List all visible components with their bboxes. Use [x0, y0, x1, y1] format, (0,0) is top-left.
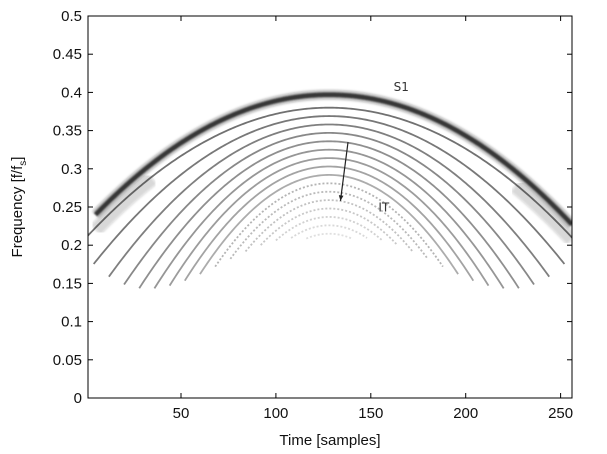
plot-background [88, 16, 572, 398]
interference-arc [184, 165, 475, 282]
interference-arc [123, 131, 535, 286]
interference-arc [260, 207, 399, 246]
y-axis: 0 0.05 0.1 0.15 0.2 0.25 0.3 0.35 0.4 0.45 0.5 [53, 8, 572, 407]
interference-arc [138, 140, 520, 289]
y-tick-label: 0.35 [53, 123, 82, 140]
y-axis-title-subscript: s [18, 161, 29, 166]
y-tick-label: 0.4 [61, 84, 82, 101]
y-tick-label: 0.5 [61, 8, 82, 25]
interference-arc [244, 199, 414, 253]
y-tick-label: 0.1 [61, 314, 82, 331]
interference-arc [88, 106, 572, 239]
x-axis-title: Time [samples] [279, 432, 380, 449]
signal-edge-smear [90, 173, 157, 235]
annotations: S1 IT [338, 80, 409, 215]
interference-arc [275, 216, 383, 242]
annotation-s1: S1 [394, 80, 409, 94]
y-axis-title-main: Frequency [f/f [9, 165, 26, 258]
interference-arc [108, 123, 550, 278]
annotation-arrowhead [338, 195, 344, 201]
interference-arc [290, 224, 368, 239]
annotation-arrow [339, 141, 349, 201]
x-tick-label: 200 [453, 405, 478, 422]
y-tick-label: 0.2 [61, 237, 82, 254]
y-tick-label: 0.3 [61, 161, 82, 178]
x-tick-label: 100 [263, 405, 288, 422]
x-axis: 50 100 150 200 250 [173, 16, 573, 422]
interference-arc [214, 182, 444, 268]
y-tick-label: 0.05 [53, 352, 82, 369]
interference-arc [229, 190, 429, 260]
signal-edge-smear [510, 180, 572, 245]
y-axis-title-tail: ] [9, 157, 26, 161]
annotation-it: IT [378, 201, 390, 215]
interference-arc [305, 232, 353, 240]
y-axis-title: Frequency [f/fs] [9, 157, 29, 258]
y-tick-label: 0.15 [53, 275, 82, 292]
x-tick-label: 150 [358, 405, 383, 422]
plot-area [88, 90, 572, 289]
x-tick-label: 250 [548, 405, 573, 422]
y-tick-label: 0.45 [53, 46, 82, 63]
y-tick-label: 0.25 [53, 199, 82, 216]
y-tick-label: 0 [74, 390, 82, 407]
signal-ridge [93, 92, 572, 227]
x-tick-label: 50 [173, 405, 190, 422]
interference-arc [92, 115, 566, 265]
interference-arc [168, 157, 490, 287]
interference-arc [199, 174, 459, 275]
interference-arc [153, 148, 505, 289]
